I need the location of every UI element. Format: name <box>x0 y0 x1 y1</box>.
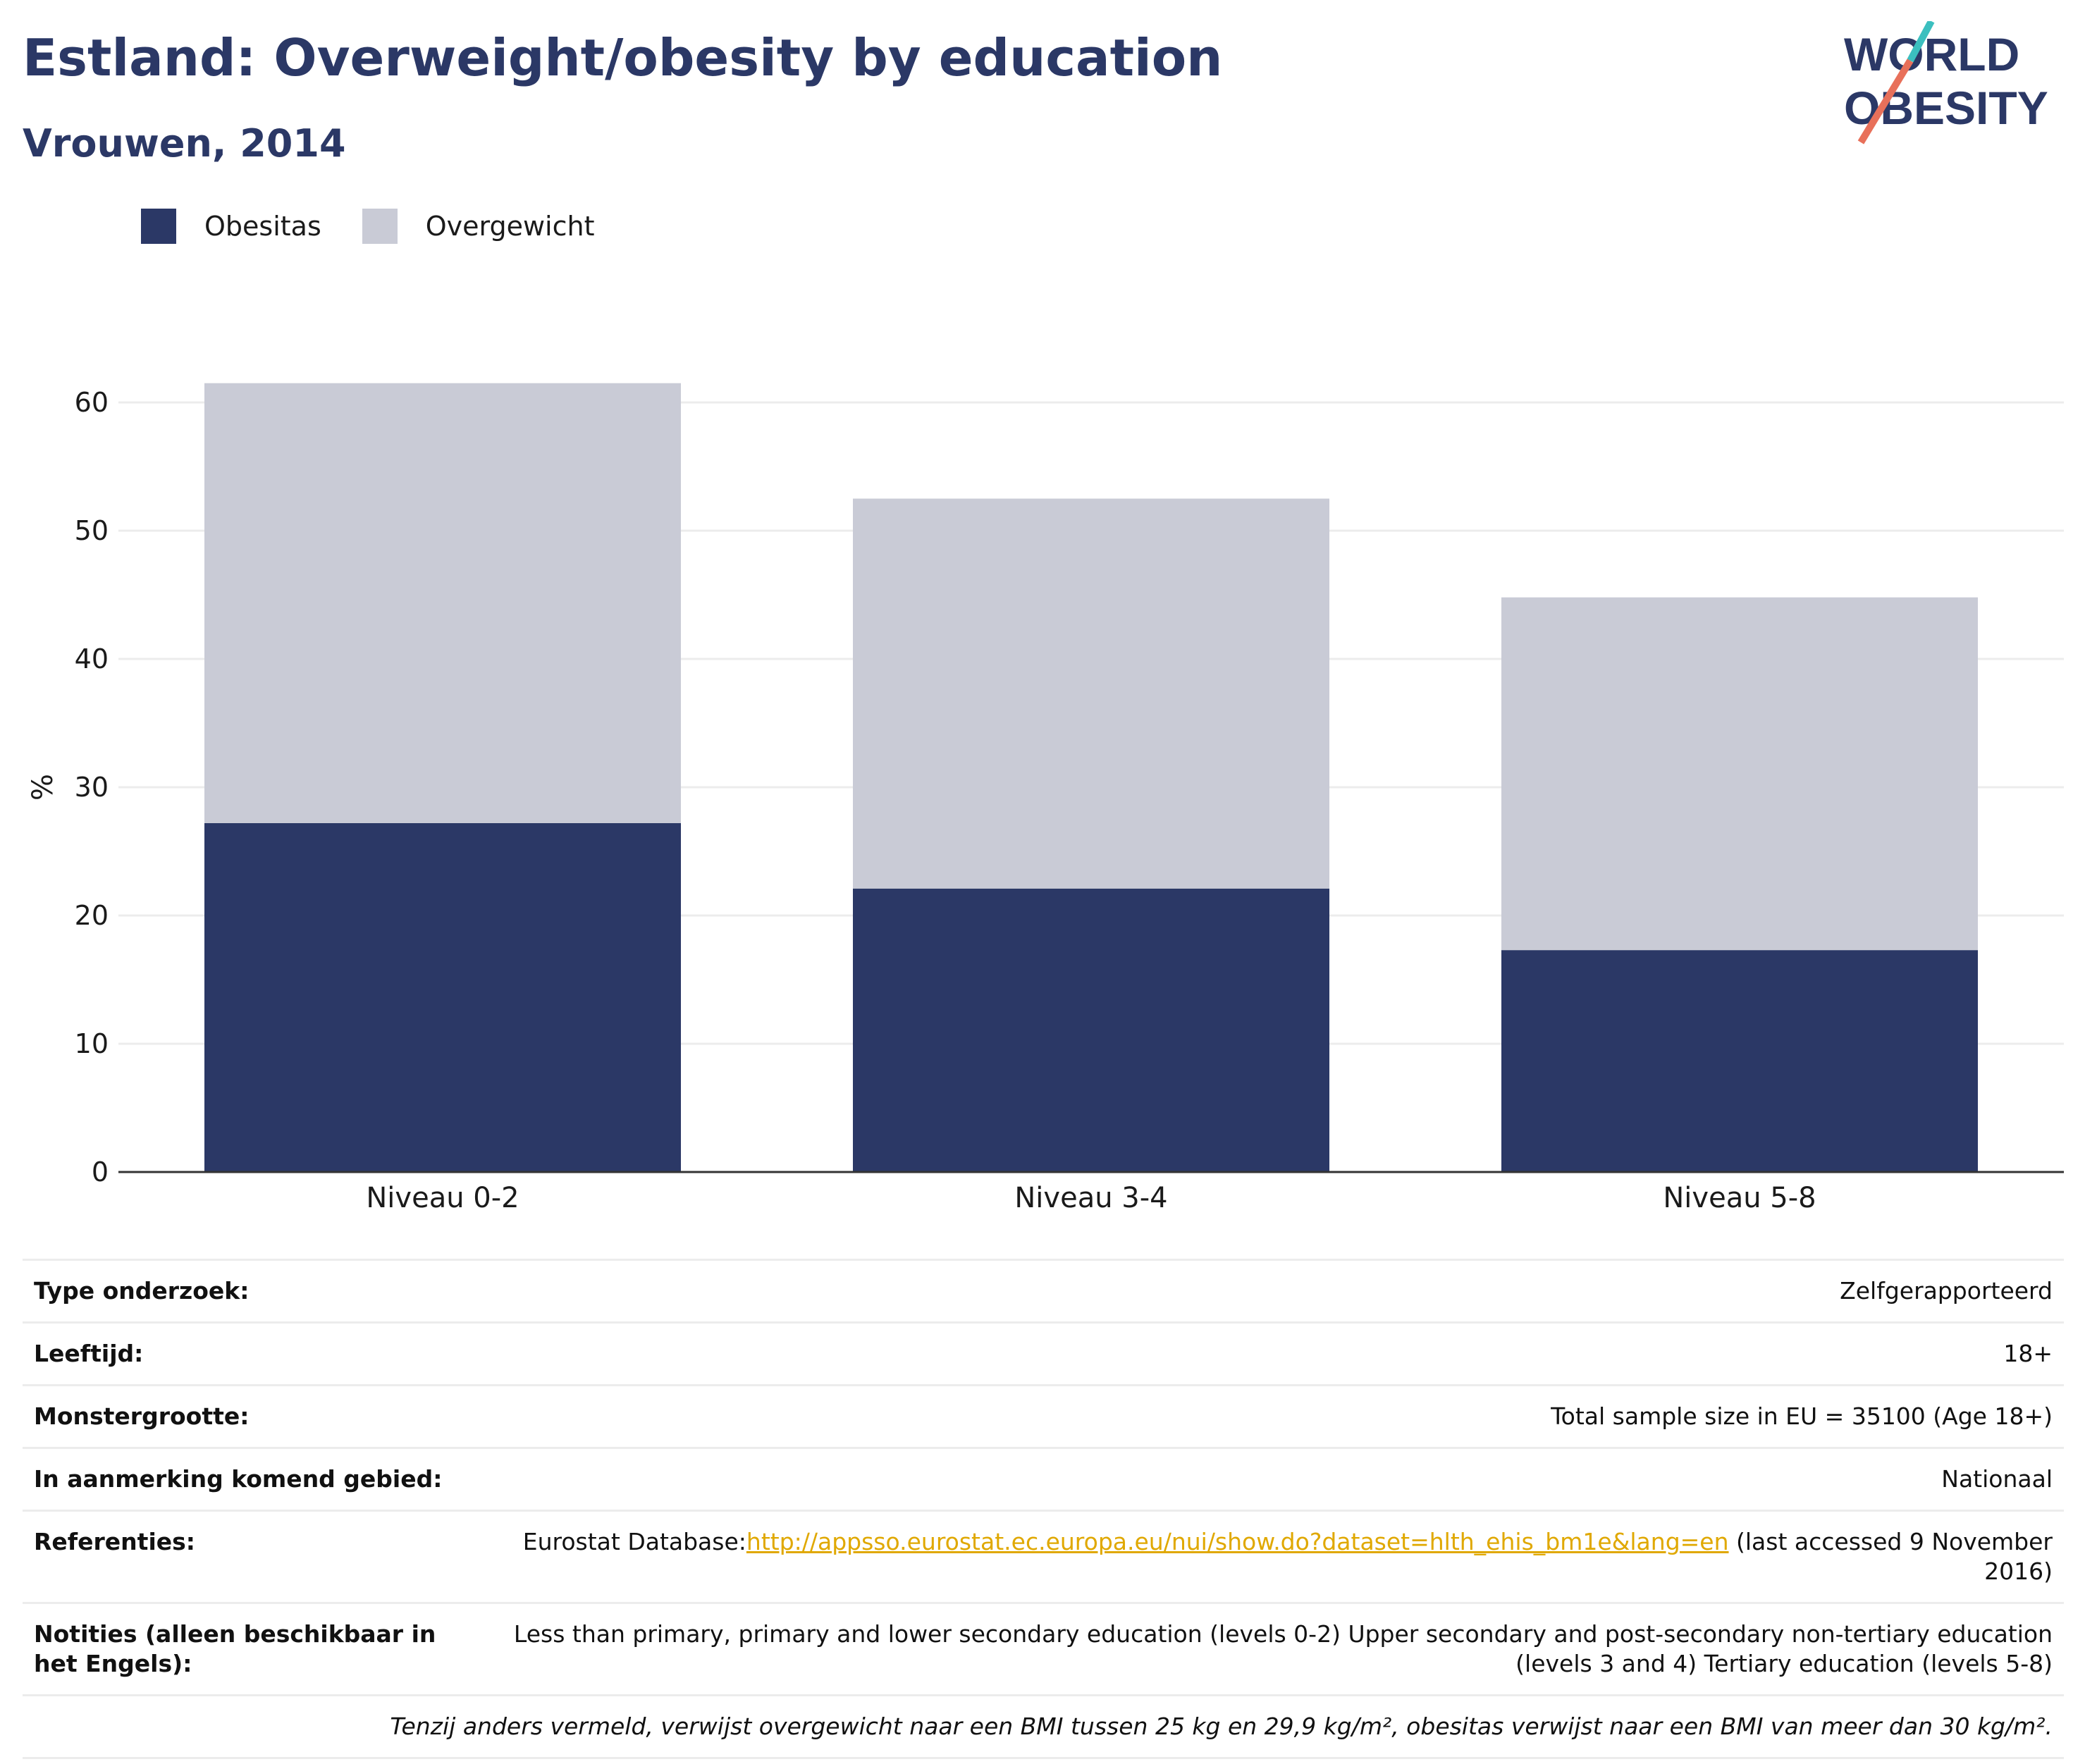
info-value-references: Eurostat Database:http://appsso.eurostat… <box>482 1510 2064 1603</box>
y-tick-label: 0 <box>92 1157 109 1188</box>
page-title: Estland: Overweight/obesity by education <box>23 28 1223 87</box>
info-row: In aanmerking komend gebied: Nationaal <box>23 1447 2064 1511</box>
info-row: Monstergrootte: Total sample size in EU … <box>23 1384 2064 1448</box>
bar-overweight <box>1501 597 1978 951</box>
y-tick-label: 40 <box>75 643 109 674</box>
x-tick-label: Niveau 3-4 <box>1014 1182 1167 1214</box>
info-row-footnote: Tenzij anders vermeld, verwijst overgewi… <box>23 1694 2064 1759</box>
bar-overweight <box>204 383 681 823</box>
info-value: Nationaal <box>482 1447 2064 1511</box>
info-table: Type onderzoek: Zelfgerapporteerd Leefti… <box>23 1259 2064 1759</box>
info-label: Referenties: <box>23 1510 482 1603</box>
page-subtitle: Vrouwen, 2014 <box>23 121 346 166</box>
info-label: Type onderzoek: <box>23 1259 482 1323</box>
info-value: Total sample size in EU = 35100 (Age 18+… <box>482 1384 2064 1448</box>
reference-prefix: Eurostat Database: <box>522 1528 746 1555</box>
legend-swatch-obesity <box>141 209 176 244</box>
info-label: Notities (alleen beschikbaar in het Enge… <box>23 1602 482 1696</box>
info-value: Zelfgerapporteerd <box>482 1259 2064 1323</box>
info-row: Type onderzoek: Zelfgerapporteerd <box>23 1259 2064 1323</box>
info-row-notes: Notities (alleen beschikbaar in het Enge… <box>23 1602 2064 1696</box>
bar-obesity <box>1501 950 1978 1172</box>
bar-obesity <box>204 822 681 1172</box>
reference-link[interactable]: http://appsso.eurostat.ec.europa.eu/nui/… <box>746 1528 1729 1555</box>
bar-chart: 0 10 20 30 40 50 60% Niveau 0-2 Niveau 3-4 Niveau… <box>27 383 2064 1214</box>
x-tick-label: Niveau 5-8 <box>1663 1182 1816 1214</box>
legend-swatch-overweight <box>362 209 398 244</box>
y-tick-label: 30 <box>75 772 109 803</box>
y-axis-label: % <box>27 774 59 801</box>
info-row-references: Referenties: Eurostat Database:http://ap… <box>23 1510 2064 1603</box>
info-value-notes: Less than primary, primary and lower sec… <box>482 1602 2064 1696</box>
logo-slash-coral <box>1857 58 1914 144</box>
legend-item-overweight[interactable]: Overgewicht <box>362 209 595 244</box>
footnote: Tenzij anders vermeld, verwijst overgewi… <box>23 1694 2064 1759</box>
y-tick-label: 60 <box>75 387 109 418</box>
info-row: Leeftijd: 18+ <box>23 1321 2064 1386</box>
info-label: In aanmerking komend gebied: <box>23 1447 482 1511</box>
info-value: 18+ <box>482 1321 2064 1386</box>
chart-legend: Obesitas Overgewicht <box>141 209 636 244</box>
legend-label-obesity: Obesitas <box>204 211 321 242</box>
bar-obesity <box>853 888 1329 1172</box>
reference-suffix: (last accessed 9 November 2016) <box>1728 1528 2053 1585</box>
logo-text-world: WORLD <box>1844 28 2019 80</box>
y-tick-label: 50 <box>75 515 109 546</box>
y-tick-label: 20 <box>75 900 109 931</box>
info-label: Monstergrootte: <box>23 1384 482 1448</box>
info-label: Leeftijd: <box>23 1321 482 1386</box>
x-tick-label: Niveau 0-2 <box>366 1182 519 1214</box>
world-obesity-logo: WORLD OBESITY <box>1844 21 2048 144</box>
bar-overweight <box>853 498 1329 889</box>
legend-item-obesity[interactable]: Obesitas <box>141 209 321 244</box>
legend-label-overweight: Overgewicht <box>425 211 595 242</box>
y-tick-label: 10 <box>75 1028 109 1059</box>
logo-slash-teal <box>1907 21 1935 63</box>
